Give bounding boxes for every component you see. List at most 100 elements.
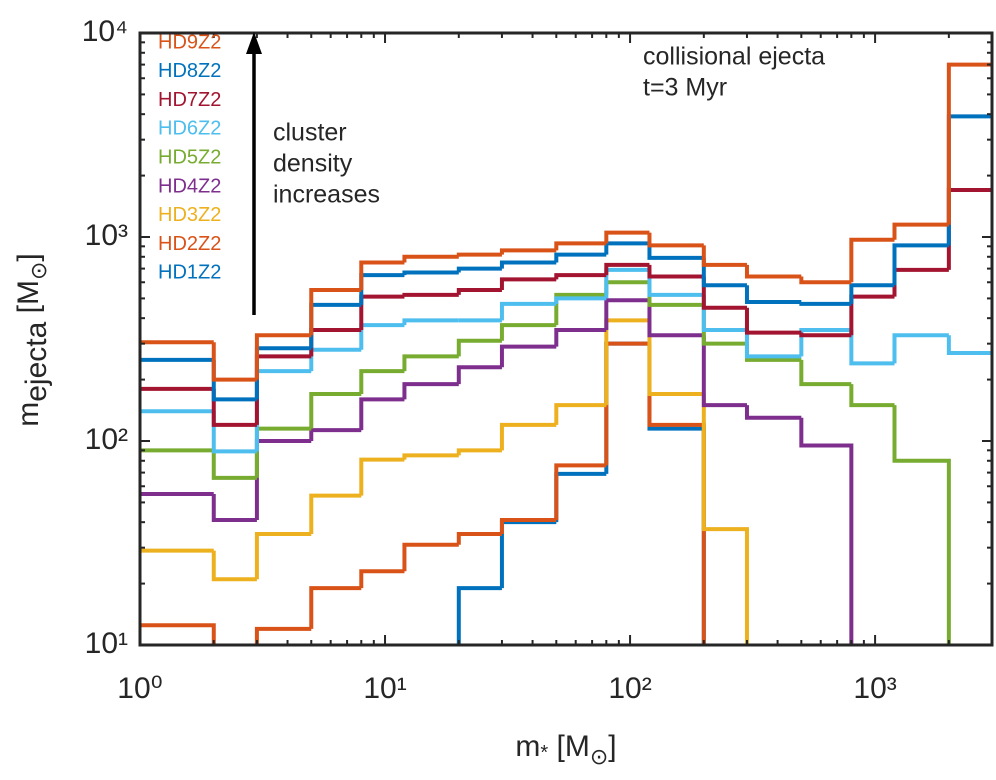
histogram-step	[211, 493, 257, 522]
histogram-step	[604, 241, 650, 255]
histogram-step	[402, 354, 459, 372]
histogram-step	[402, 382, 459, 400]
histogram-step	[254, 439, 312, 520]
x-label-part: [M	[548, 730, 590, 763]
histogram-step	[211, 342, 257, 382]
histogram-step	[211, 450, 257, 480]
histogram-step	[647, 264, 704, 279]
histogram-step	[309, 302, 362, 349]
histogram-step	[499, 301, 557, 321]
x-tick-label: 10³	[853, 672, 896, 705]
y-tick-label: 10⁴	[82, 15, 128, 48]
histogram-step	[701, 294, 747, 333]
histogram-step	[946, 335, 992, 356]
histogram-step	[499, 323, 557, 341]
axes-frame	[138, 31, 994, 647]
x-tick-label: 10²	[608, 672, 651, 705]
histogram-step	[359, 569, 405, 589]
legend-entry: HD9Z2	[158, 31, 221, 53]
histogram-step	[799, 332, 852, 338]
histogram-step	[604, 318, 650, 406]
histogram-step	[456, 586, 502, 645]
histogram-step	[849, 237, 895, 283]
histogram-step	[309, 586, 362, 629]
histogram-step	[701, 257, 747, 288]
histogram-step	[892, 405, 951, 645]
histogram-step	[456, 365, 502, 385]
histogram-step	[309, 493, 362, 535]
legend-entry: HD2Z2	[158, 233, 221, 255]
histogram-step	[554, 296, 607, 304]
histogram-step	[554, 328, 607, 347]
x-tick-label: 10⁰	[117, 672, 162, 705]
histogram-step	[309, 428, 362, 441]
y-label-part: ⊙	[26, 262, 51, 280]
y-label-part: m	[12, 402, 45, 427]
histogram-step	[892, 243, 949, 286]
y-label-part: ejecta	[20, 321, 53, 401]
histogram-step	[744, 405, 802, 420]
histogram-step	[701, 245, 747, 267]
histogram-step	[211, 411, 257, 454]
annotation: collisional ejecta	[643, 43, 825, 71]
histogram-step	[701, 393, 749, 645]
histogram-step	[799, 359, 852, 387]
histogram-step	[604, 280, 650, 295]
histogram-step	[892, 267, 949, 297]
histogram-step	[647, 320, 704, 396]
histogram-step	[499, 277, 557, 290]
histogram-step	[799, 417, 854, 645]
histogram-step	[254, 426, 312, 478]
histogram-step	[849, 294, 895, 336]
histogram-step	[359, 397, 405, 431]
x-label-part: ⊙	[590, 744, 608, 769]
histogram-step	[701, 304, 747, 346]
histogram-step	[554, 471, 607, 523]
histogram-step	[604, 341, 650, 466]
histogram-step	[892, 333, 949, 364]
legend-entry: HD1Z2	[158, 262, 221, 284]
y-label-part: ]	[12, 253, 45, 261]
legend-entry: HD8Z2	[158, 60, 221, 82]
histogram-step	[456, 252, 502, 257]
legend-entry: HD7Z2	[158, 89, 221, 111]
histogram-step	[946, 114, 992, 246]
histogram-step	[402, 292, 459, 297]
histogram-step	[359, 323, 405, 350]
histogram-step	[309, 328, 362, 357]
histogram-step	[254, 532, 312, 580]
histogram-step	[554, 252, 607, 263]
x-tick-label: 10¹	[363, 672, 406, 705]
histogram-step	[701, 335, 747, 408]
histogram-step	[499, 344, 557, 368]
arrow-head	[246, 32, 262, 54]
histogram-step	[849, 330, 895, 366]
histogram-step	[604, 262, 650, 276]
annotation: t=3 Myr	[643, 74, 727, 102]
histogram-step	[647, 343, 706, 645]
histogram-step	[309, 347, 362, 372]
histogram-step	[499, 422, 557, 451]
arrow-text: increases	[273, 181, 380, 209]
histogram-step	[359, 457, 405, 496]
histogram-step	[744, 330, 802, 359]
histogram-step	[554, 292, 607, 326]
x-label-part: *	[540, 742, 548, 764]
histogram-step	[402, 254, 459, 263]
histogram-step	[849, 283, 895, 304]
histogram-step	[309, 287, 362, 336]
histogram-step	[359, 369, 405, 394]
histogram-step	[604, 298, 650, 331]
histogram-step	[402, 270, 459, 276]
histogram-step	[359, 273, 405, 305]
histogram-step	[892, 222, 949, 240]
histogram-step	[211, 388, 257, 427]
histogram-step	[309, 391, 362, 429]
histogram-step	[647, 343, 706, 645]
histogram-step	[799, 328, 852, 357]
histogram-step	[849, 384, 895, 408]
y-tick-label: 10¹	[85, 627, 128, 660]
histogram-step	[554, 273, 607, 280]
legend-entry: HD3Z2	[158, 204, 221, 226]
